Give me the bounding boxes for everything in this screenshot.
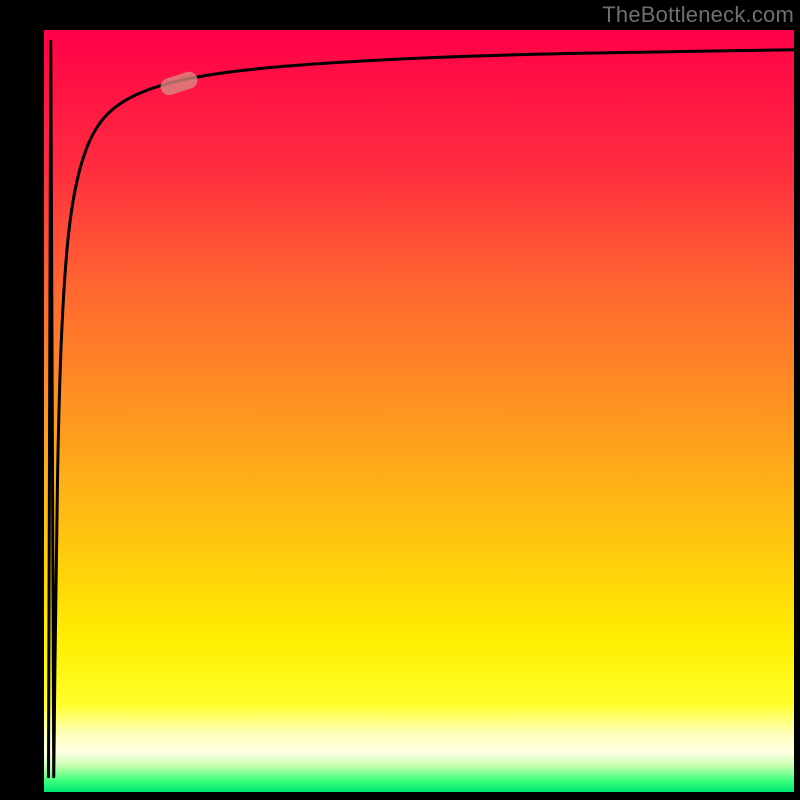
watermark-text: TheBottleneck.com [602,2,794,28]
chart-container: TheBottleneck.com [0,0,800,800]
plot-area [44,30,794,792]
curve-line [44,30,794,792]
